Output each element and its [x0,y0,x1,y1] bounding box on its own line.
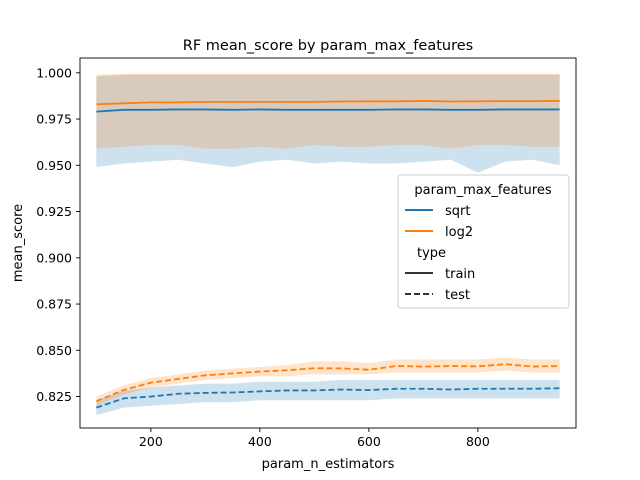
legend-title: param_max_features [414,183,551,198]
line-log2-test [96,363,560,403]
y-axis: 0.825 0.850 0.875 0.900 0.925 0.950 0.975 1.000 [36,65,80,404]
x-tick-label: 400 [248,434,272,449]
line-log2-train [96,100,560,106]
legend-entry-sqrt: sqrt [445,204,470,219]
y-tick-label: 0.975 [36,112,72,127]
y-tick-label: 0.850 [36,343,72,358]
y-axis-label: mean_score [11,204,26,282]
y-tick-label: 0.825 [36,389,72,404]
y-tick-label: 0.900 [36,250,72,265]
x-tick-label: 800 [466,434,490,449]
legend-entry-log2: log2 [445,225,473,240]
chart-title: RF mean_score by param_max_features [183,38,473,54]
plot-frame [79,57,577,429]
legend-box [397,174,570,309]
legend-entry-train: train [445,267,475,282]
x-tick-label: 600 [357,434,381,449]
confidence-bands [96,73,560,416]
x-axis-label: param_n_estimators [262,457,395,472]
band-log2-test [96,357,560,406]
band-sqrt-train [96,74,560,173]
legend-entry-test: test [445,288,470,303]
legend-style-title: type [417,246,446,261]
line-sqrt-test [96,387,560,409]
y-tick-label: 1.000 [36,65,72,80]
y-tick-label: 0.925 [36,204,72,219]
x-axis: 200 400 600 800 [139,428,490,449]
x-tick-label: 200 [139,434,163,449]
y-tick-label: 0.950 [36,158,72,173]
legend: param_max_features sqrt log2 type train … [397,174,570,309]
y-tick-label: 0.875 [36,297,72,312]
series-lines [96,100,560,409]
band-sqrt-test [96,379,560,416]
line-sqrt-train [96,108,560,113]
plot-area [79,57,577,429]
band-log2-train [96,73,560,149]
